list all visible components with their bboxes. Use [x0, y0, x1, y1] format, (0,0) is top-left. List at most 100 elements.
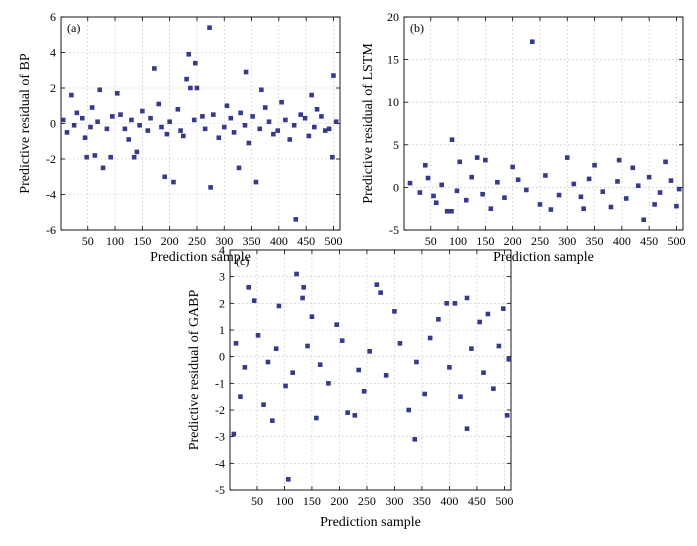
- data-point: [208, 185, 213, 190]
- data-point: [273, 346, 279, 351]
- panel-a: 50 100 150 200 250 300 350 400 450 500 -6 -4 -2 0 2 4 6 (…: [18, 10, 342, 265]
- data-point: [600, 189, 606, 194]
- data-point: [312, 124, 317, 130]
- y-tick-label: 2: [219, 296, 225, 310]
- data-point: [69, 92, 74, 98]
- data-point: [302, 115, 308, 121]
- data-point: [271, 131, 276, 137]
- data-point: [502, 195, 507, 200]
- x-tick-label: 250: [531, 234, 549, 248]
- data-point: [97, 87, 103, 93]
- data-point: [668, 178, 674, 183]
- data-point: [581, 206, 586, 211]
- x-tick-label: 250: [358, 494, 376, 508]
- data-point: [548, 207, 554, 212]
- data-point: [129, 117, 134, 123]
- data-point: [444, 301, 449, 306]
- data-point: [243, 69, 249, 75]
- data-point: [156, 101, 162, 107]
- data-point: [515, 177, 521, 183]
- x-tick-label: 300: [385, 494, 403, 508]
- data-point: [275, 128, 281, 133]
- data-point: [95, 119, 100, 125]
- x-tick-label: 450: [468, 494, 486, 508]
- data-point: [194, 85, 200, 91]
- data-point: [255, 333, 261, 338]
- data-point: [137, 122, 142, 128]
- data-point: [496, 343, 502, 349]
- data-point: [586, 176, 592, 182]
- data-point: [231, 130, 237, 135]
- data-point: [290, 370, 295, 375]
- data-point: [464, 426, 470, 431]
- data-point: [181, 133, 186, 139]
- data-point: [326, 381, 331, 386]
- y-tick-label: 1: [219, 323, 225, 337]
- data-point: [279, 99, 284, 105]
- panel-c: 50 100 150 200 250 300 350 400 450 500 -5 -4 -3 -2 -1 0…: [187, 243, 513, 530]
- y-tick-label: -1: [215, 376, 225, 390]
- data-point: [657, 190, 663, 195]
- data-point: [175, 107, 181, 112]
- y-tick-label: 0: [219, 350, 225, 364]
- data-point: [406, 407, 412, 413]
- x-tick-label: 500: [495, 494, 513, 508]
- data-point: [578, 194, 584, 200]
- data-point: [439, 182, 444, 188]
- data-point: [191, 117, 197, 123]
- data-point: [253, 179, 259, 185]
- data-point: [477, 319, 482, 325]
- data-point: [104, 126, 110, 132]
- data-point: [412, 437, 418, 442]
- data-point: [333, 119, 339, 125]
- plot-frame: [229, 249, 512, 491]
- data-point: [131, 154, 137, 160]
- y-tick-label: -5: [215, 483, 225, 497]
- data-point: [414, 359, 419, 365]
- data-point: [378, 290, 383, 295]
- data-point: [317, 362, 323, 367]
- data-point: [383, 373, 389, 378]
- data-point: [89, 105, 95, 110]
- data-point: [425, 175, 431, 181]
- data-point: [543, 173, 548, 178]
- data-point: [444, 208, 450, 214]
- x-tick-label: 500: [324, 234, 342, 248]
- y-tick-label: -3: [215, 430, 225, 444]
- data-point: [167, 119, 172, 125]
- y-tick-label: 20: [387, 10, 399, 24]
- data-point: [646, 174, 652, 180]
- data-point: [630, 165, 636, 171]
- x-tick-label: 450: [640, 234, 658, 248]
- x-tick-label: 250: [188, 234, 206, 248]
- data-point: [322, 128, 328, 133]
- data-point: [193, 60, 198, 66]
- data-point: [469, 346, 474, 351]
- panel-b: 50 100 150 200 250 300 350 400 450 500 -5 0 5 10 15 20 (…: [361, 10, 685, 265]
- data-point: [300, 295, 305, 301]
- y-tick-label: -2: [46, 152, 56, 166]
- data-point: [352, 413, 358, 418]
- data-point: [571, 181, 577, 187]
- data-point: [140, 108, 145, 114]
- data-point: [663, 159, 668, 165]
- data-point: [257, 126, 263, 132]
- data-point: [152, 66, 157, 71]
- y-tick-label: 0: [50, 117, 56, 131]
- x-tick-label: 100: [449, 234, 467, 248]
- x-axis-label: Prediction sample: [150, 250, 251, 265]
- data-point: [82, 135, 88, 140]
- plot-frame: [403, 16, 684, 231]
- x-tick-label: 200: [504, 234, 522, 248]
- data-point: [463, 197, 469, 203]
- data-point: [449, 137, 455, 142]
- x-tick-label: 150: [133, 234, 151, 248]
- x-tick-label: 150: [476, 234, 494, 248]
- y-tick-label: 2: [50, 81, 56, 95]
- data-point: [246, 285, 251, 290]
- x-tick-label: 400: [270, 234, 288, 248]
- data-point: [501, 306, 506, 311]
- data-point: [608, 204, 614, 210]
